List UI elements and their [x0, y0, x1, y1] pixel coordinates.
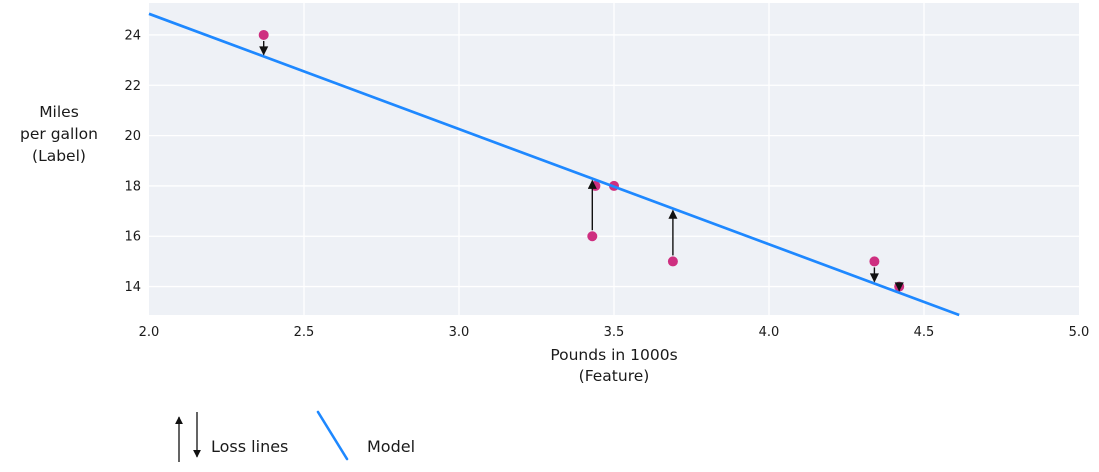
x-tick-label: 2.5 [294, 325, 315, 340]
x-tick-label: 2.0 [139, 325, 160, 340]
y-axis-label-line2: per gallon [20, 125, 98, 143]
data-point [587, 231, 598, 242]
y-tick-label: 16 [124, 230, 141, 245]
x-tick-label: 5.0 [1069, 325, 1090, 340]
x-axis-label-line2: (Feature) [579, 367, 650, 385]
x-axis-label-line1: Pounds in 1000s [550, 346, 677, 364]
legend-label-loss-lines: Loss lines [211, 437, 288, 456]
y-tick-label: 24 [124, 28, 141, 43]
data-point [667, 256, 678, 267]
y-tick-label: 18 [124, 179, 141, 194]
loss-arrows [259, 40, 904, 292]
y-tick-label: 14 [124, 280, 141, 295]
model-line-icon [316, 410, 349, 461]
x-tick-labels: 2.0 2.5 3.0 3.5 4.0 4.5 5.0 [139, 325, 1090, 340]
legend-label-model: Model [367, 437, 415, 456]
y-tick-labels: 14 16 18 20 22 24 [124, 28, 141, 295]
data-point [869, 256, 880, 267]
x-tick-label: 3.5 [604, 325, 625, 340]
y-axis-label-line1: Miles [39, 103, 79, 121]
model-line-layer [148, 12, 960, 317]
y-tick-label: 22 [124, 79, 141, 94]
model-line [148, 12, 960, 317]
y-tick-label: 20 [124, 129, 141, 144]
y-axis-label-line3: (Label) [32, 147, 86, 165]
data-point [258, 29, 269, 40]
x-tick-label: 3.0 [449, 325, 470, 340]
legend: Loss lines Model [175, 410, 415, 462]
x-tick-label: 4.5 [914, 325, 935, 340]
x-tick-label: 4.0 [759, 325, 780, 340]
